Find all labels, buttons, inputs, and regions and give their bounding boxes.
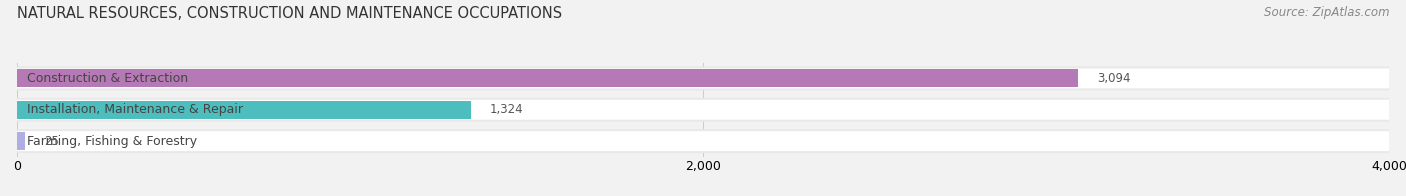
Bar bbox=[17, 69, 1078, 87]
Text: Construction & Extraction: Construction & Extraction bbox=[27, 72, 188, 85]
Text: 1,324: 1,324 bbox=[489, 103, 523, 116]
Text: 3,094: 3,094 bbox=[1097, 72, 1130, 85]
Text: 25: 25 bbox=[45, 135, 59, 148]
FancyBboxPatch shape bbox=[17, 100, 1389, 120]
Bar bbox=[17, 132, 25, 150]
Bar bbox=[17, 101, 471, 119]
Text: Installation, Maintenance & Repair: Installation, Maintenance & Repair bbox=[27, 103, 243, 116]
Text: Source: ZipAtlas.com: Source: ZipAtlas.com bbox=[1264, 6, 1389, 19]
Text: Farming, Fishing & Forestry: Farming, Fishing & Forestry bbox=[27, 135, 197, 148]
FancyBboxPatch shape bbox=[17, 68, 1389, 88]
FancyBboxPatch shape bbox=[17, 66, 1389, 90]
FancyBboxPatch shape bbox=[17, 129, 1389, 153]
FancyBboxPatch shape bbox=[17, 131, 1389, 151]
Text: NATURAL RESOURCES, CONSTRUCTION AND MAINTENANCE OCCUPATIONS: NATURAL RESOURCES, CONSTRUCTION AND MAIN… bbox=[17, 6, 562, 21]
FancyBboxPatch shape bbox=[17, 98, 1389, 122]
